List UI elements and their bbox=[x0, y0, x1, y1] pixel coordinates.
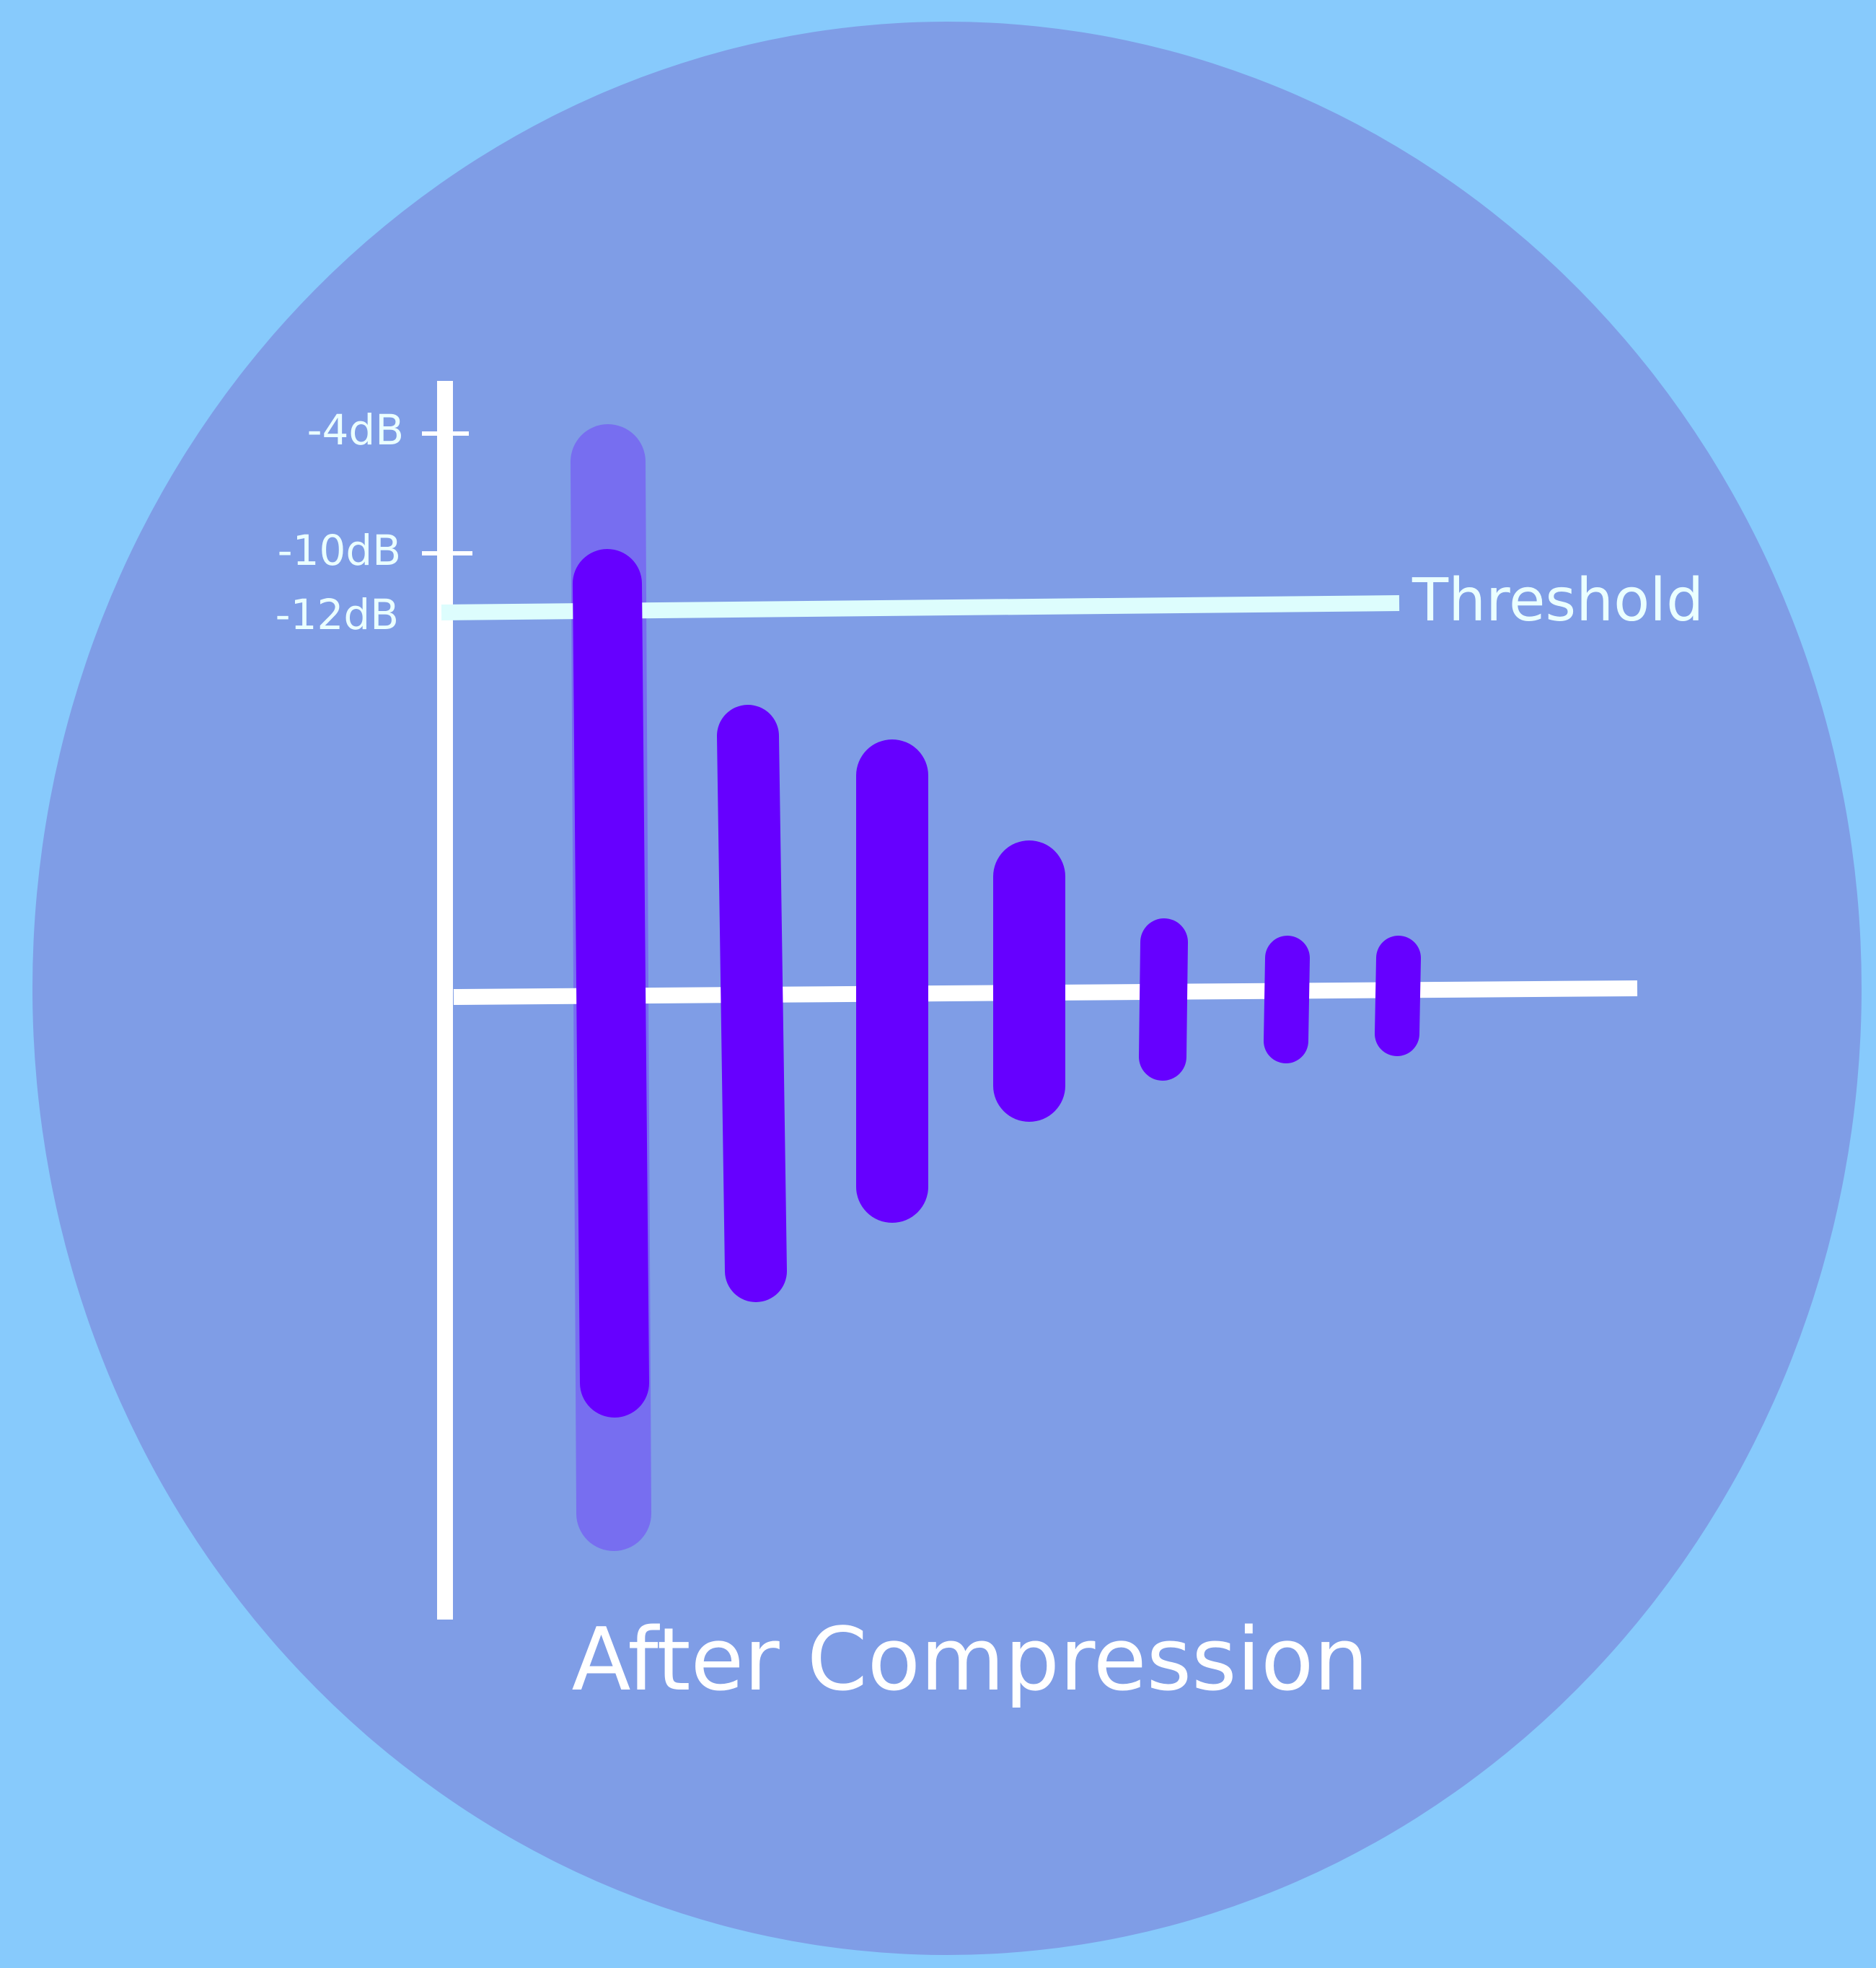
compressed-bars bbox=[573, 549, 1421, 1418]
bar-7 bbox=[1375, 936, 1421, 1056]
bar-2 bbox=[717, 705, 787, 1302]
bar-5 bbox=[1139, 918, 1188, 1081]
bar-1 bbox=[573, 549, 649, 1418]
bar-6 bbox=[1264, 936, 1310, 1063]
diagram-title: After Compression bbox=[572, 1610, 1369, 1710]
level-label-minus-12db: -12dB bbox=[276, 590, 399, 639]
level-label-minus-10db: -10dB bbox=[278, 526, 401, 575]
threshold-label: Threshold bbox=[1412, 566, 1704, 635]
level-label-minus-4db: -4dB bbox=[307, 405, 404, 454]
